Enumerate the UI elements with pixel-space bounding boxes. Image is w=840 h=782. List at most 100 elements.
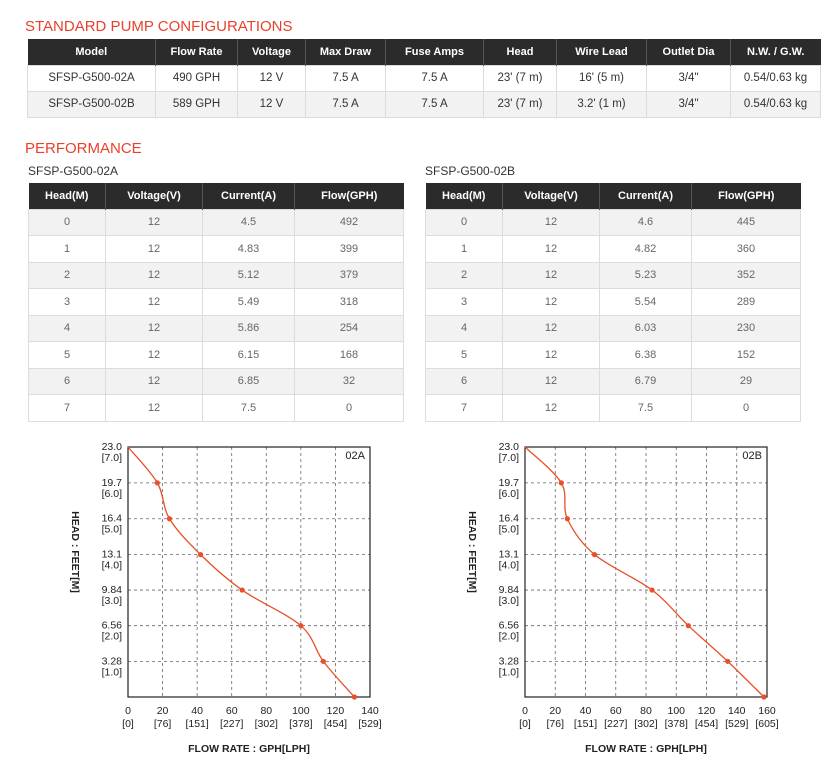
performance-title: PERFORMANCE bbox=[25, 140, 142, 157]
data-point bbox=[761, 694, 767, 700]
x-tick-label: 40 bbox=[580, 705, 592, 717]
table-row: SFSP-G500-02A 490 GPH 12 V 7.5 A 7.5 A 23' (7… bbox=[27, 64, 821, 92]
x-tick-label: 40 bbox=[191, 705, 203, 717]
table-cell: 3 bbox=[28, 288, 106, 316]
table-cell: 0 bbox=[294, 394, 404, 422]
y-tick-label: 16.4 bbox=[102, 513, 123, 525]
chart-02a: 02A 23.0 [7.0] 19.7 [6.0] 16.4 [5.0] 13.1 [4.0] 9… bbox=[20, 432, 420, 772]
table-cell: 5.86 bbox=[202, 314, 295, 342]
x-tick-label: 140 bbox=[728, 705, 746, 717]
table-cell: 7.5 A bbox=[385, 64, 484, 92]
x-tick-label: 100 bbox=[292, 705, 310, 717]
table-cell: 12 bbox=[502, 288, 600, 316]
table-cell: 360 bbox=[691, 235, 801, 263]
table-cell: 5.23 bbox=[599, 261, 692, 289]
table-cell: 168 bbox=[294, 341, 404, 369]
table-cell: 1 bbox=[28, 235, 106, 263]
table-cell: 12 bbox=[105, 235, 203, 263]
x-tick-label: 60 bbox=[610, 705, 622, 717]
table-cell: 4.82 bbox=[599, 235, 692, 263]
table-cell: 12 V bbox=[237, 64, 306, 92]
y-axis-label: HEAD : FEET[M] bbox=[69, 511, 81, 593]
data-point bbox=[558, 480, 564, 486]
table-cell: 3.2' (1 m) bbox=[556, 90, 647, 118]
column-header: Head bbox=[483, 39, 557, 65]
table-cell: 12 bbox=[105, 394, 203, 422]
table-cell: 29 bbox=[691, 367, 801, 395]
table-cell: 6.38 bbox=[599, 341, 692, 369]
table-cell: 12 bbox=[502, 261, 600, 289]
table-cell: 5.49 bbox=[202, 288, 295, 316]
performance-table-02a: Head(M) Voltage(V) Current(A) Flow(GPH) 0 12… bbox=[28, 183, 404, 422]
table-cell: 490 GPH bbox=[155, 64, 238, 92]
column-header: Head(M) bbox=[28, 183, 106, 209]
x-axis-label: FLOW RATE : GPH[LPH] bbox=[585, 743, 707, 755]
x-tick-sublabel: [378] bbox=[289, 718, 312, 730]
table-row: 5 12 6.38 152 bbox=[425, 341, 801, 369]
table-cell: 152 bbox=[691, 341, 801, 369]
table-cell: 4.5 bbox=[202, 208, 295, 236]
table-cell: 6 bbox=[28, 367, 106, 395]
table-cell: 289 bbox=[691, 288, 801, 316]
x-tick-label: 100 bbox=[667, 705, 685, 717]
chart-02b-svg: 02B 23.0[7.0] 19.7[6.0] 16.4[5.0] 13.1[4.0] 9… bbox=[466, 441, 779, 755]
y-tick-sublabel: [1.0] bbox=[499, 666, 520, 678]
x-tick-label: 60 bbox=[226, 705, 238, 717]
y-tick-sublabel: [7.0] bbox=[499, 452, 520, 464]
table-cell: 12 bbox=[502, 367, 600, 395]
standard-config-header-row: Model Flow Rate Voltage Max Draw Fuse Amps He… bbox=[27, 39, 821, 65]
x-tick-label: 80 bbox=[640, 705, 652, 717]
y-tick-label: 19.7 bbox=[499, 477, 520, 489]
y-tick-label: 3.28 bbox=[499, 655, 520, 667]
performance-header-row: Head(M) Voltage(V) Current(A) Flow(GPH) bbox=[28, 183, 404, 209]
data-point bbox=[351, 694, 358, 700]
x-tick-sublabel: [227] bbox=[604, 718, 627, 730]
chart-02a-svg: 02A 23.0[7.0] 19.7[6.0] 16.4[5.0] 13.1[4.0] 9… bbox=[69, 441, 382, 755]
table-cell: 7 bbox=[28, 394, 106, 422]
table-cell: 0.54/0.63 kg bbox=[730, 64, 821, 92]
performance-header-row: Head(M) Voltage(V) Current(A) Flow(GPH) bbox=[425, 183, 801, 209]
table-row: SFSP-G500-02B 589 GPH 12 V 7.5 A 7.5 A 23' (7… bbox=[27, 90, 821, 118]
performance-table-02b: Head(M) Voltage(V) Current(A) Flow(GPH) 0 12… bbox=[425, 183, 801, 422]
table-cell: 4.6 bbox=[599, 208, 692, 236]
table-cell: 1 bbox=[425, 235, 503, 263]
table-cell: 7.5 A bbox=[305, 64, 386, 92]
table-cell: 379 bbox=[294, 261, 404, 289]
performance-table-label-02a: SFSP-G500-02A bbox=[28, 164, 119, 178]
table-cell: 0.54/0.63 kg bbox=[730, 90, 821, 118]
x-tick-sublabel: [378] bbox=[665, 718, 688, 730]
chart-title: 02A bbox=[345, 450, 365, 462]
table-cell: 16' (5 m) bbox=[556, 64, 647, 92]
x-tick-sublabel: [454] bbox=[324, 718, 347, 730]
standard-configurations-title: STANDARD PUMP CONFIGURATIONS bbox=[25, 18, 293, 35]
table-row: 6 12 6.79 29 bbox=[425, 367, 801, 395]
column-header: Flow(GPH) bbox=[691, 183, 801, 209]
x-tick-sublabel: [302] bbox=[255, 718, 278, 730]
table-cell: 0 bbox=[28, 208, 106, 236]
x-tick-label: 120 bbox=[698, 705, 716, 717]
table-cell: 12 V bbox=[237, 90, 306, 118]
x-tick-label: 160 bbox=[758, 705, 776, 717]
x-tick-sublabel: [0] bbox=[519, 718, 531, 730]
data-point bbox=[198, 552, 204, 558]
table-cell: 7.5 A bbox=[305, 90, 386, 118]
x-tick-sublabel: [529] bbox=[358, 718, 381, 730]
table-cell: SFSP-G500-02A bbox=[27, 64, 156, 92]
table-cell: 492 bbox=[294, 208, 404, 236]
data-point bbox=[591, 552, 598, 558]
table-cell: 12 bbox=[502, 235, 600, 263]
x-tick-sublabel: [529] bbox=[725, 718, 748, 730]
table-cell: 318 bbox=[294, 288, 404, 316]
table-cell: 352 bbox=[691, 261, 801, 289]
y-tick-label: 23.0 bbox=[102, 441, 123, 453]
column-header: Outlet Dia bbox=[646, 39, 731, 65]
table-cell: 12 bbox=[502, 394, 600, 422]
plot-frame bbox=[524, 446, 768, 698]
y-tick-label: 19.7 bbox=[102, 477, 123, 489]
table-row: 7 12 7.5 0 bbox=[425, 394, 801, 422]
column-header: N.W. / G.W. bbox=[730, 39, 821, 65]
y-tick-sublabel: [5.0] bbox=[102, 524, 123, 536]
table-cell: SFSP-G500-02B bbox=[27, 90, 156, 118]
table-row: 1 12 4.83 399 bbox=[28, 235, 404, 263]
y-tick-label: 13.1 bbox=[102, 549, 123, 561]
